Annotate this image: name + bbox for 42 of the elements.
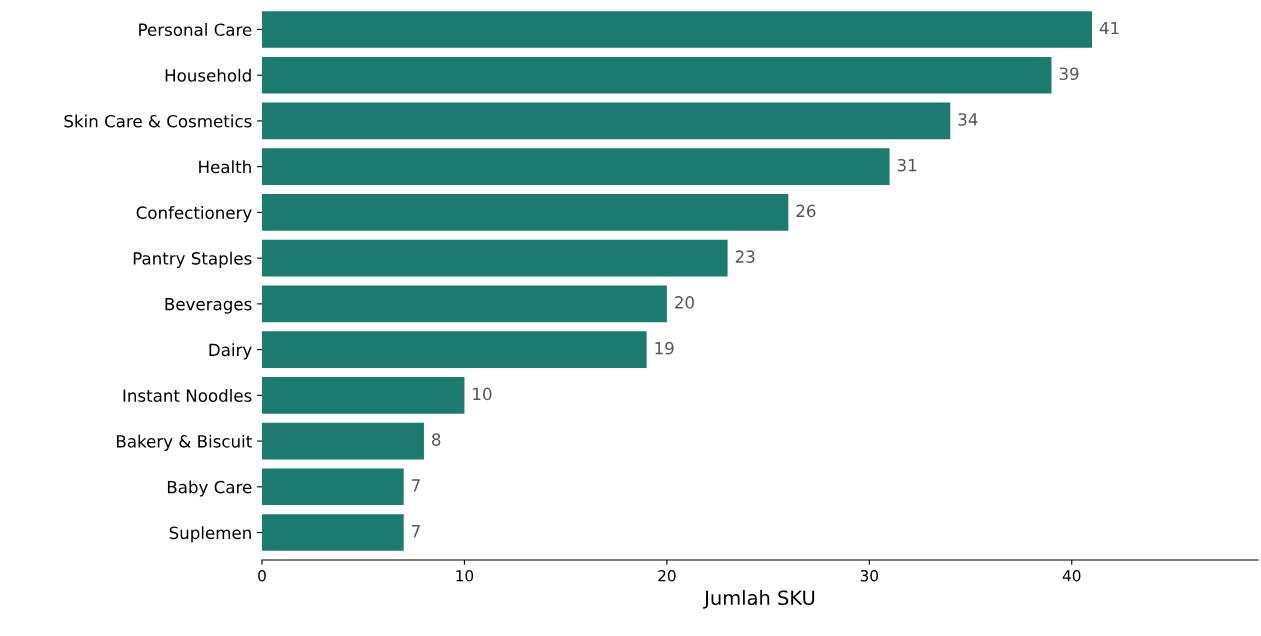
bar — [262, 514, 404, 551]
y-tick-label: Health — [199, 160, 251, 174]
data-label: 7 — [412, 525, 420, 538]
bar — [262, 331, 647, 368]
y-tick-label: Beverages — [165, 298, 252, 314]
data-label: 8 — [432, 433, 441, 446]
bar — [262, 422, 424, 460]
y-tick-label: Pantry Staples — [133, 251, 252, 268]
bar — [262, 56, 1052, 94]
data-label: 31 — [897, 158, 917, 172]
x-tick-label: 10 — [456, 569, 474, 582]
y-tick-label: Suplemen — [169, 526, 251, 543]
x-tick-label: 30 — [860, 569, 879, 582]
y-tick-label: Baby Care — [167, 480, 252, 497]
y-tick-label: Bakery & Biscuit — [117, 434, 252, 451]
y-tick-label: Household — [165, 68, 251, 82]
data-label: 19 — [655, 341, 674, 355]
data-label: 26 — [796, 204, 816, 218]
bar — [262, 239, 728, 277]
bar — [262, 285, 667, 323]
data-label: 20 — [675, 296, 694, 309]
y-tick-label: Instant Noodles — [123, 389, 252, 402]
data-label: 10 — [473, 387, 492, 401]
data-label: 23 — [735, 250, 755, 263]
data-label: 41 — [1099, 21, 1119, 35]
bar — [262, 377, 465, 414]
y-tick-label: Confectionery — [136, 206, 252, 223]
x-axis-title: Jumlah SKU — [703, 590, 815, 609]
y-tick-label: Dairy — [209, 343, 252, 360]
data-label: 39 — [1059, 67, 1079, 81]
bar — [262, 194, 789, 231]
y-tick-label: Personal Care — [139, 23, 252, 37]
x-tick-label: 40 — [1062, 569, 1081, 582]
bar — [262, 468, 404, 506]
bar — [262, 11, 1092, 48]
bar — [262, 102, 951, 140]
data-label: 34 — [958, 113, 978, 126]
x-tick-label: 0 — [258, 569, 266, 582]
x-tick-label: 20 — [658, 569, 676, 582]
bar — [262, 148, 890, 185]
data-label: 7 — [412, 479, 420, 492]
y-tick-label: Skin Care & Cosmetics — [64, 114, 252, 128]
